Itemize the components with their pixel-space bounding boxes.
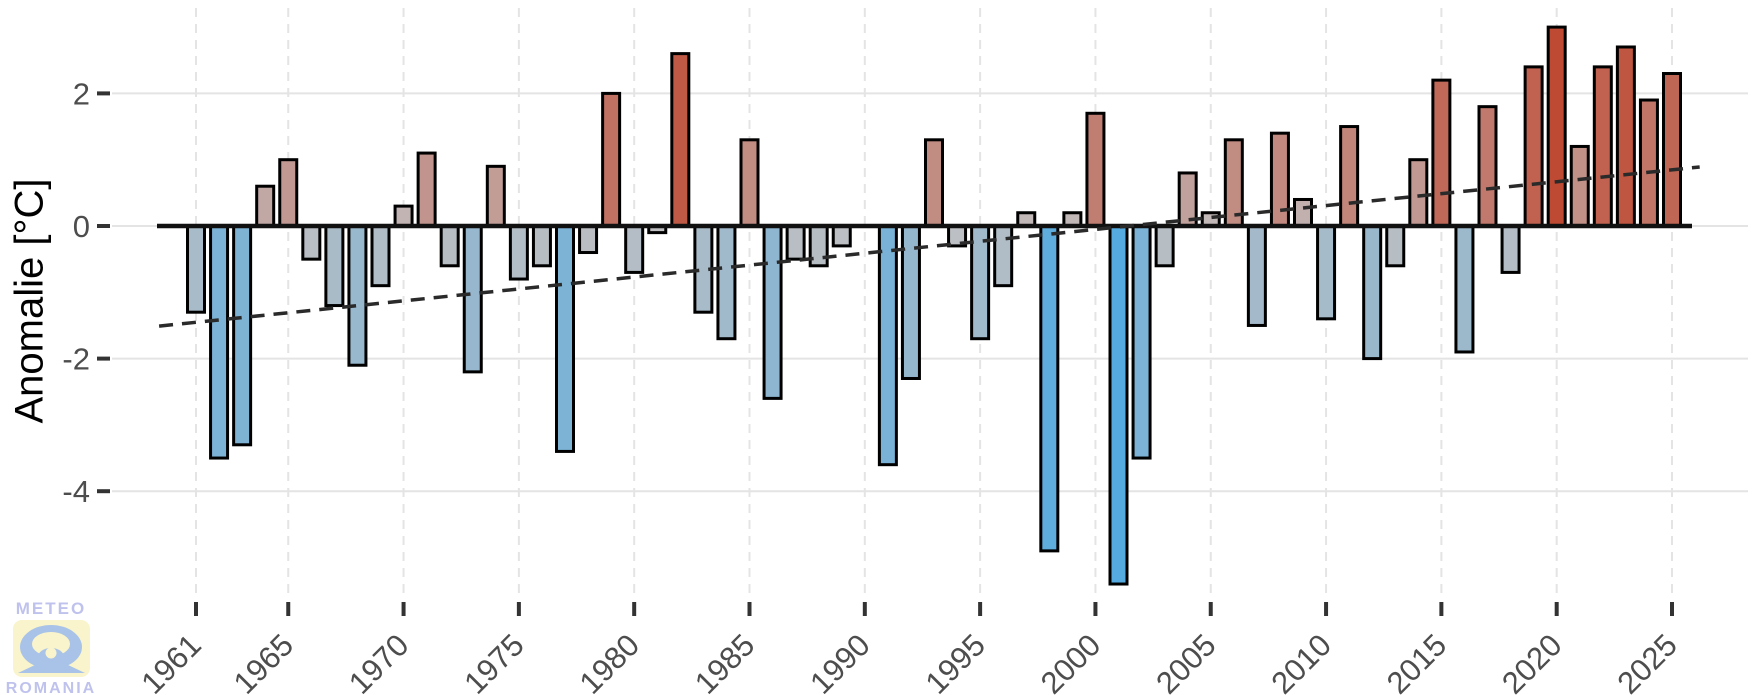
bar-2022	[1592, 65, 1613, 228]
bar-2018	[1500, 224, 1521, 274]
bar-1980	[624, 224, 645, 274]
bar-2008	[1269, 131, 1290, 228]
bar-1973	[462, 224, 483, 374]
bar-2019	[1523, 65, 1544, 228]
bar-2001	[1108, 224, 1129, 586]
bar-2015	[1431, 78, 1452, 228]
bar-2025	[1662, 72, 1682, 228]
x-tick-label-2020: 2020	[1495, 627, 1569, 695]
bar-1989	[831, 224, 852, 248]
y-tick-label--4: -4	[62, 474, 90, 509]
bar-2013	[1385, 224, 1406, 268]
bar-1995	[970, 224, 991, 341]
bar-1987	[785, 224, 806, 261]
bar-2024	[1638, 98, 1659, 228]
bar-1978	[578, 224, 599, 255]
bar-2009	[1293, 197, 1313, 228]
x-tick-label-1975: 1975	[457, 627, 531, 695]
bar-1986	[762, 224, 783, 400]
bar-1964	[255, 184, 276, 228]
logo-emblem-icon	[13, 620, 90, 677]
bar-2011	[1339, 125, 1360, 228]
x-tick-label-2005: 2005	[1149, 627, 1223, 695]
bar-1979	[601, 91, 622, 228]
x-tick-label-2000: 2000	[1034, 627, 1108, 695]
bar-1993	[924, 138, 944, 228]
bar-2010	[1316, 224, 1337, 321]
bar-2016	[1454, 224, 1475, 354]
bar-1975	[508, 224, 529, 281]
bar-1972	[439, 224, 460, 268]
bar-1967	[324, 224, 345, 308]
bar-2020	[1546, 25, 1567, 228]
y-tick-label--2: -2	[62, 342, 90, 377]
bar-1985	[739, 138, 760, 228]
bar-2023	[1615, 45, 1636, 228]
bar-1961	[186, 224, 206, 314]
bar-2014	[1408, 158, 1429, 228]
trend-line	[158, 165, 1700, 328]
bar-1976	[531, 224, 552, 268]
x-tick-label-1970: 1970	[342, 627, 416, 695]
bar-2021	[1569, 144, 1590, 228]
x-tick-label-2015: 2015	[1380, 627, 1454, 695]
y-tick-label-0: 0	[73, 209, 90, 244]
bar-1965	[278, 158, 299, 228]
x-tick-label-1990: 1990	[803, 627, 877, 695]
bar-1996	[993, 224, 1014, 288]
x-tick-label-1980: 1980	[573, 627, 647, 695]
bar-1984	[716, 224, 737, 341]
bar-1991	[877, 224, 898, 467]
x-tick-label-1965: 1965	[227, 627, 301, 695]
bar-1969	[370, 224, 391, 288]
x-tick-label-1961: 1961	[134, 627, 208, 695]
bar-1974	[485, 164, 506, 228]
bar-2012	[1362, 224, 1383, 361]
bar-2002	[1131, 224, 1152, 460]
bar-1970	[393, 204, 414, 228]
x-tick-label-1995: 1995	[919, 627, 993, 695]
bar-1982	[670, 52, 691, 228]
bar-1963	[232, 224, 253, 447]
bar-1968	[347, 224, 368, 367]
x-tick-label-2010: 2010	[1264, 627, 1338, 695]
bar-1966	[301, 224, 322, 261]
bar-1998	[1039, 224, 1060, 553]
y-axis-title: Anomalie [°C]	[7, 178, 52, 424]
bar-2003	[1154, 224, 1175, 268]
bar-2017	[1477, 105, 1498, 228]
y-tick-label-2: 2	[73, 76, 90, 111]
x-tick-label-1985: 1985	[688, 627, 762, 695]
logo-text-meteo: METEO	[16, 599, 86, 618]
bar-1971	[416, 151, 437, 228]
bar-1977	[555, 224, 575, 453]
bar-2000	[1085, 111, 1106, 228]
x-tick-label-2025: 2025	[1610, 627, 1684, 695]
meteo-romania-logo: METEO ROMANIA	[6, 599, 96, 695]
bar-2007	[1246, 224, 1267, 327]
bar-1962	[209, 224, 230, 460]
logo-text-romania: ROMANIA	[6, 680, 96, 695]
